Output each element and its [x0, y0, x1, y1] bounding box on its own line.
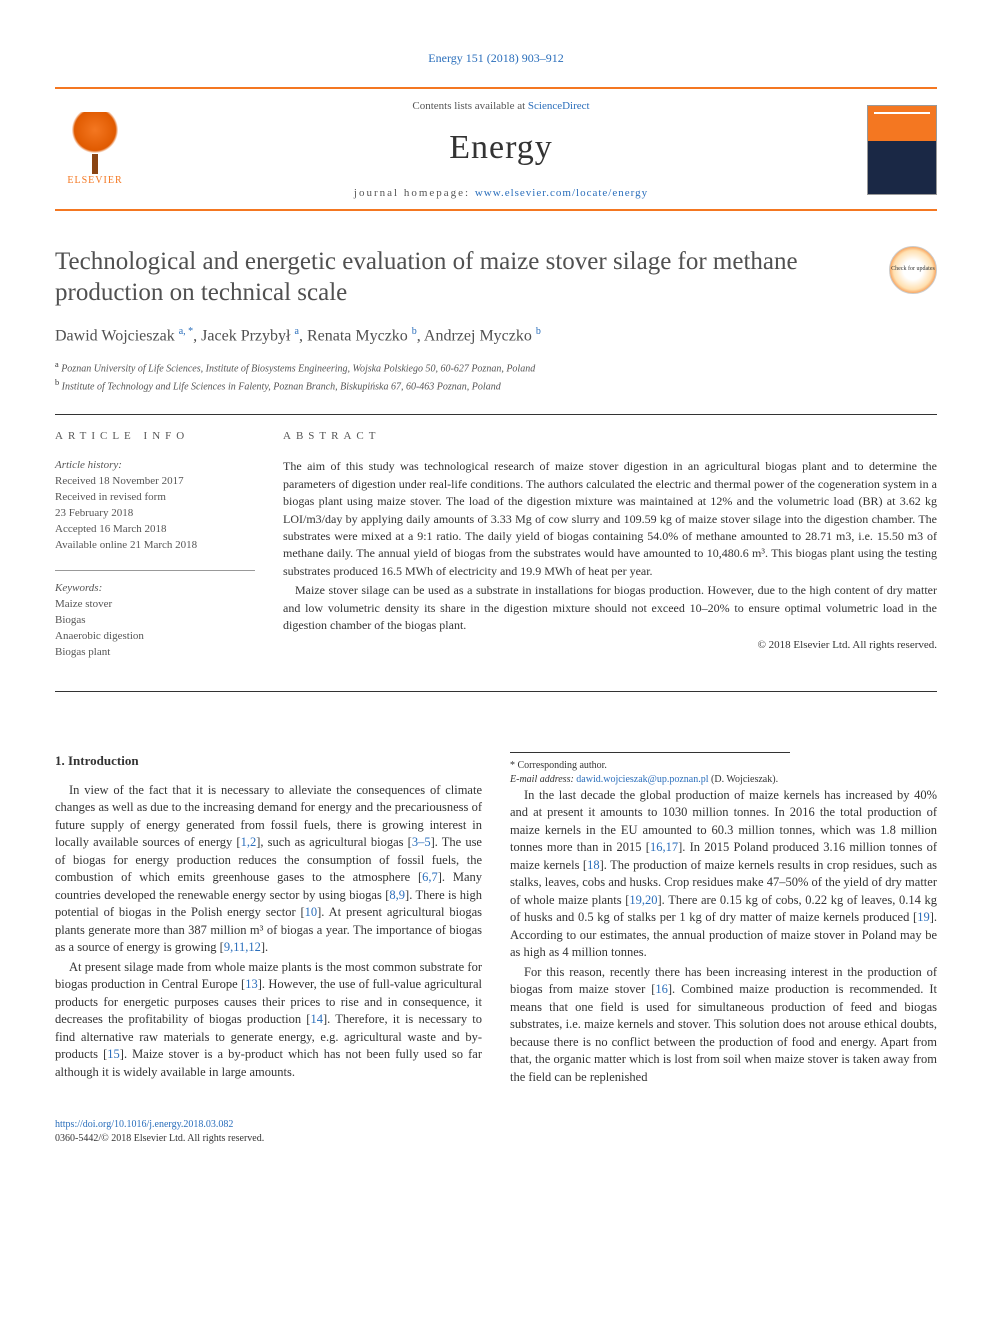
ref-link[interactable]: 10 [305, 905, 318, 919]
ref-link[interactable]: 15 [107, 1047, 120, 1061]
info-divider [55, 570, 255, 571]
contents-prefix: Contents lists available at [412, 100, 527, 112]
email-suffix: (D. Wojcieszak). [709, 774, 779, 785]
ref-link[interactable]: 16 [655, 982, 668, 996]
journal-name: Energy [135, 124, 867, 172]
crossmark-badge[interactable]: Check for updates [889, 246, 937, 294]
ref-link[interactable]: 13 [245, 977, 258, 991]
ref-link[interactable]: 6,7 [422, 870, 438, 884]
journal-header: ELSEVIER Contents lists available at Sci… [55, 87, 937, 211]
history-line: Available online 21 March 2018 [55, 538, 255, 554]
abstract-paragraph: The aim of this study was technological … [283, 458, 937, 580]
elsevier-name: ELSEVIER [67, 174, 122, 188]
keyword: Anaerobic digestion [55, 629, 255, 645]
history-line: Received 18 November 2017 [55, 474, 255, 490]
ref-link[interactable]: 18 [587, 858, 600, 872]
authors-line: Dawid Wojcieszak a, *, Jacek Przybył a, … [55, 325, 937, 348]
history-line: Received in revised form [55, 490, 255, 506]
keyword: Biogas [55, 613, 255, 629]
history-line: Accepted 16 March 2018 [55, 522, 255, 538]
ref-link[interactable]: 16,17 [650, 840, 678, 854]
ref-link[interactable]: 14 [310, 1012, 323, 1026]
affiliations: a Poznan University of Life Sciences, In… [55, 359, 937, 394]
ref-link[interactable]: 3–5 [412, 835, 431, 849]
article-info-label: ARTICLE INFO [55, 429, 255, 444]
article-title: Technological and energetic evaluation o… [55, 246, 889, 309]
journal-cover-thumbnail [867, 105, 937, 195]
introduction-heading: 1. Introduction [55, 752, 482, 770]
divider-top [55, 414, 937, 415]
body-columns: 1. Introduction In view of the fact that… [55, 752, 937, 1100]
corresponding-label: * Corresponding author. [510, 759, 790, 773]
corresponding-footnote: * Corresponding author. E-mail address: … [510, 752, 790, 787]
homepage-line: journal homepage: www.elsevier.com/locat… [135, 186, 867, 201]
citation-link[interactable]: Energy 151 (2018) 903–912 [55, 50, 937, 67]
contents-line: Contents lists available at ScienceDirec… [135, 99, 867, 114]
crossmark-label: Check for updates [891, 266, 935, 274]
doi-link[interactable]: https://doi.org/10.1016/j.energy.2018.03… [55, 1118, 937, 1132]
doi-block: https://doi.org/10.1016/j.energy.2018.03… [55, 1118, 937, 1146]
article-info-column: ARTICLE INFO Article history: Received 1… [55, 429, 255, 677]
body-paragraph: At present silage made from whole maize … [55, 959, 482, 1082]
issn-line: 0360-5442/© 2018 Elsevier Ltd. All right… [55, 1132, 937, 1146]
homepage-link[interactable]: www.elsevier.com/locate/energy [475, 187, 648, 199]
ref-link[interactable]: 19 [917, 910, 930, 924]
email-line: E-mail address: dawid.wojcieszak@up.pozn… [510, 773, 790, 787]
ref-link[interactable]: 9,11,12 [224, 940, 261, 954]
abstract-label: ABSTRACT [283, 429, 937, 444]
article-title-row: Technological and energetic evaluation o… [55, 246, 937, 309]
keyword: Maize stover [55, 597, 255, 613]
body-paragraph: In the last decade the global production… [510, 787, 937, 962]
elsevier-logo: ELSEVIER [55, 110, 135, 190]
homepage-prefix: journal homepage: [354, 187, 475, 199]
divider-bottom [55, 691, 937, 692]
elsevier-tree-icon [65, 112, 125, 172]
sciencedirect-link[interactable]: ScienceDirect [528, 100, 590, 112]
article-history: Article history: Received 18 November 20… [55, 458, 255, 554]
body-section: 1. Introduction In view of the fact that… [55, 752, 937, 1100]
ref-link[interactable]: 8,9 [389, 888, 405, 902]
abstract-copyright: © 2018 Elsevier Ltd. All rights reserved… [283, 638, 937, 654]
keywords-heading: Keywords: [55, 581, 255, 597]
email-label: E-mail address: [510, 774, 576, 785]
ref-link[interactable]: 19,20 [629, 893, 657, 907]
abstract-text: The aim of this study was technological … [283, 458, 937, 654]
keywords-block: Keywords: Maize stover Biogas Anaerobic … [55, 581, 255, 661]
body-paragraph: In view of the fact that it is necessary… [55, 782, 482, 957]
header-center: Contents lists available at ScienceDirec… [135, 99, 867, 201]
abstract-paragraph: Maize stover silage can be used as a sub… [283, 582, 937, 634]
history-line: 23 February 2018 [55, 506, 255, 522]
email-link[interactable]: dawid.wojcieszak@up.poznan.pl [576, 774, 708, 785]
abstract-column: ABSTRACT The aim of this study was techn… [283, 429, 937, 677]
keyword: Biogas plant [55, 645, 255, 661]
history-heading: Article history: [55, 458, 255, 474]
info-abstract-row: ARTICLE INFO Article history: Received 1… [55, 429, 937, 677]
body-paragraph: For this reason, recently there has been… [510, 964, 937, 1087]
affiliation-b: b Institute of Technology and Life Scien… [55, 377, 937, 394]
affiliation-a: a Poznan University of Life Sciences, In… [55, 359, 937, 376]
ref-link[interactable]: 1,2 [241, 835, 257, 849]
